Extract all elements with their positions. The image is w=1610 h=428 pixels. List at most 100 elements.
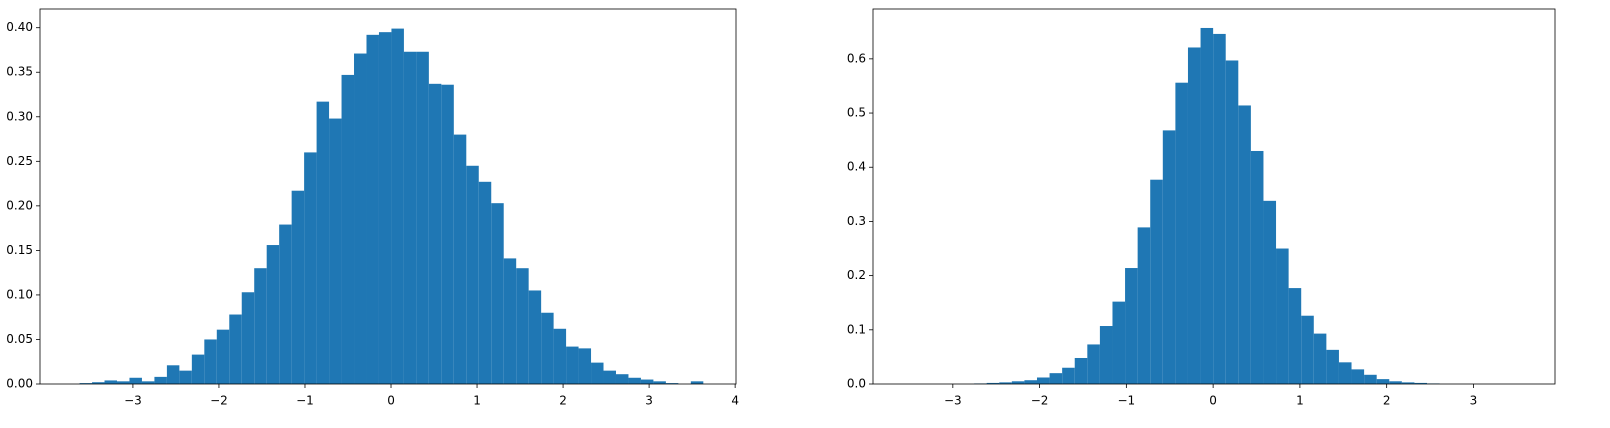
x-tick-label: 0 [1209,394,1217,408]
y-tick-label: 0.2 [847,268,866,282]
x-tick-label: −2 [1031,394,1049,408]
bar [603,370,616,384]
bar [204,339,217,384]
bar [1389,381,1402,384]
bar [104,380,117,384]
y-tick-label: 0.35 [6,65,33,79]
bar [1024,380,1037,384]
bar [1200,27,1214,384]
y-tick-label: 0.20 [6,198,33,212]
bar [154,376,167,384]
bar [1338,362,1352,384]
bar [428,83,442,385]
bar [491,203,504,384]
bar [1351,369,1365,384]
bar [1074,357,1088,384]
x-tick-label: 3 [1470,394,1478,408]
y-tick-label: 0.05 [6,332,33,346]
bar [615,374,629,384]
bar [378,32,392,384]
y-tick-label: 0.0 [847,377,866,391]
x-tick-label: 3 [645,394,653,408]
bar [1250,150,1264,384]
bar [1125,268,1138,384]
bar [1112,301,1126,384]
y-tick-label: 0.6 [847,51,866,65]
bar [216,329,230,384]
bar [578,348,592,384]
bar [1062,367,1075,384]
bar [1276,248,1289,384]
y-tick-label: 0.5 [847,106,866,120]
y-tick-label: 0.4 [847,160,866,174]
bar [478,181,492,384]
bar [166,365,180,384]
bar [553,328,567,384]
bar [116,381,130,384]
bar [304,152,317,384]
bar [79,383,93,384]
bar [366,34,379,384]
x-tick-label: −3 [124,394,142,408]
bar [1326,349,1339,384]
bar [1150,179,1163,384]
bar [1364,374,1377,384]
bar [1049,373,1063,384]
bar [516,268,529,384]
bar [291,190,305,384]
bar [416,51,429,385]
bar [1175,82,1188,384]
bar [1099,326,1113,384]
bar [466,165,479,384]
bar [1263,200,1277,384]
bar [329,118,342,384]
bar [665,383,679,384]
bar [441,84,454,384]
bar [403,51,417,385]
bar [279,224,292,384]
bar [191,354,205,384]
y-tick-label: 0.10 [6,287,33,301]
bar [1137,227,1151,384]
bar [266,245,280,384]
bar [1288,288,1302,384]
bar [591,362,604,384]
x-tick-label: 1 [473,394,481,408]
x-tick-label: −1 [1118,394,1136,408]
bar [1376,379,1390,384]
bar [341,74,355,384]
y-tick-label: 0.3 [847,214,866,228]
bar [690,381,704,384]
y-tick-label: 0.1 [847,322,866,336]
bar [92,382,105,384]
x-tick-label: −1 [296,394,314,408]
bar [566,346,579,384]
bar [999,382,1012,384]
bar [1187,47,1201,384]
y-tick-label: 0.40 [6,20,33,34]
bar [354,53,367,385]
x-tick-label: 2 [1383,394,1391,408]
x-tick-label: −2 [210,394,228,408]
bar [1162,130,1176,384]
bar [229,314,242,384]
axes-frame [39,8,737,385]
bar [1087,344,1100,384]
x-tick-label: 4 [731,394,739,408]
x-tick-label: 0 [387,394,395,408]
bar [1011,381,1025,384]
bar [391,28,404,385]
bar [141,381,155,384]
bar [241,292,255,384]
bar [541,312,554,384]
y-tick-label: 0.15 [6,243,33,257]
axes-frame [872,8,1556,385]
bar [653,381,666,384]
y-tick-label: 0.00 [6,377,33,391]
bar [1238,105,1251,384]
bar [986,382,1000,384]
x-tick-label: 2 [559,394,567,408]
bar [1036,377,1050,384]
x-tick-label: −3 [944,394,962,408]
